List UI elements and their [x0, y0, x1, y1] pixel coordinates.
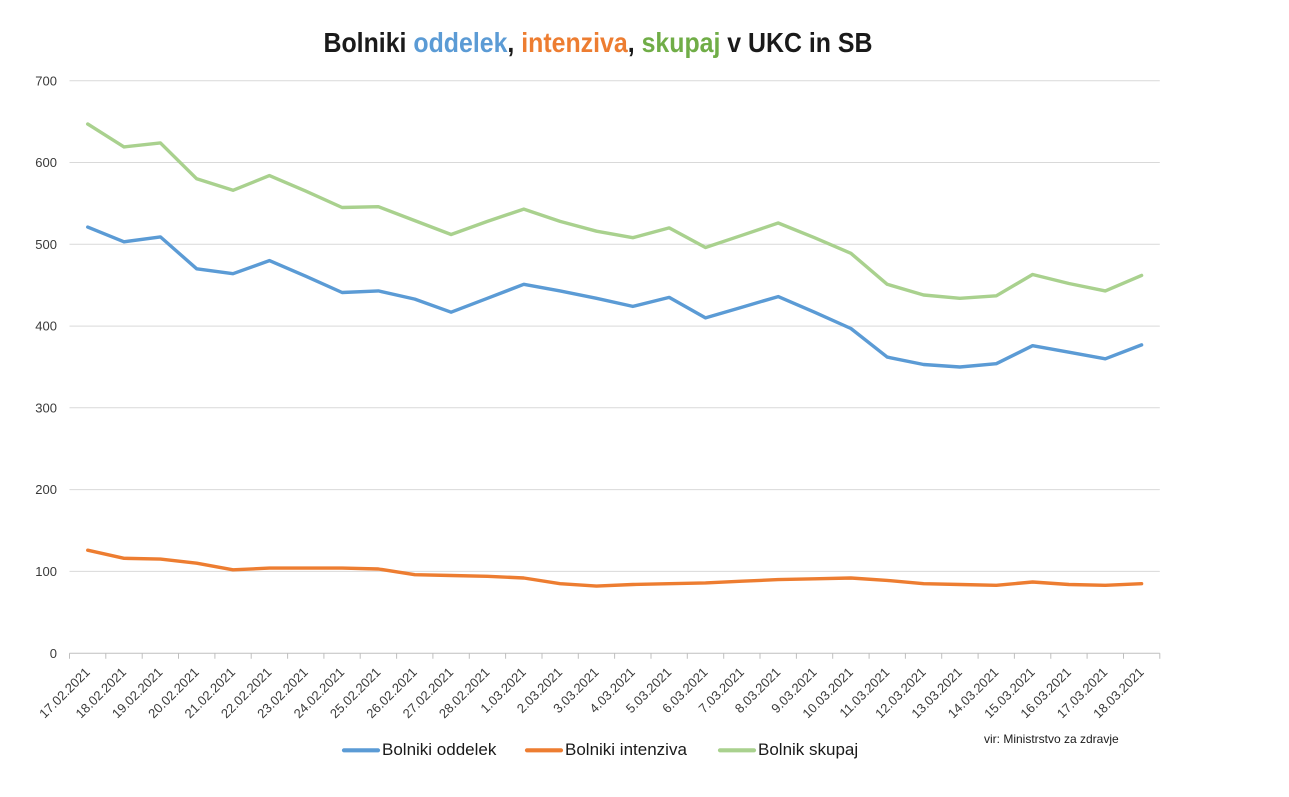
- svg-text:vir: Ministrstvo za zdravje: vir: Ministrstvo za zdravje: [984, 732, 1119, 746]
- svg-text:Bolniki intenziva: Bolniki intenziva: [565, 740, 687, 759]
- svg-text:300: 300: [35, 400, 57, 415]
- svg-text:0: 0: [50, 646, 57, 661]
- svg-text:100: 100: [35, 564, 57, 579]
- svg-text:500: 500: [35, 237, 57, 252]
- svg-text:600: 600: [35, 155, 57, 170]
- svg-text:Bolniki oddelek: Bolniki oddelek: [382, 740, 497, 759]
- svg-text:Bolniki oddelek, intenziva, sk: Bolniki oddelek, intenziva, skupaj v UKC…: [324, 27, 873, 58]
- svg-text:700: 700: [35, 73, 57, 88]
- svg-text:400: 400: [35, 319, 57, 334]
- svg-text:Bolnik skupaj: Bolnik skupaj: [758, 740, 858, 759]
- svg-text:200: 200: [35, 482, 57, 497]
